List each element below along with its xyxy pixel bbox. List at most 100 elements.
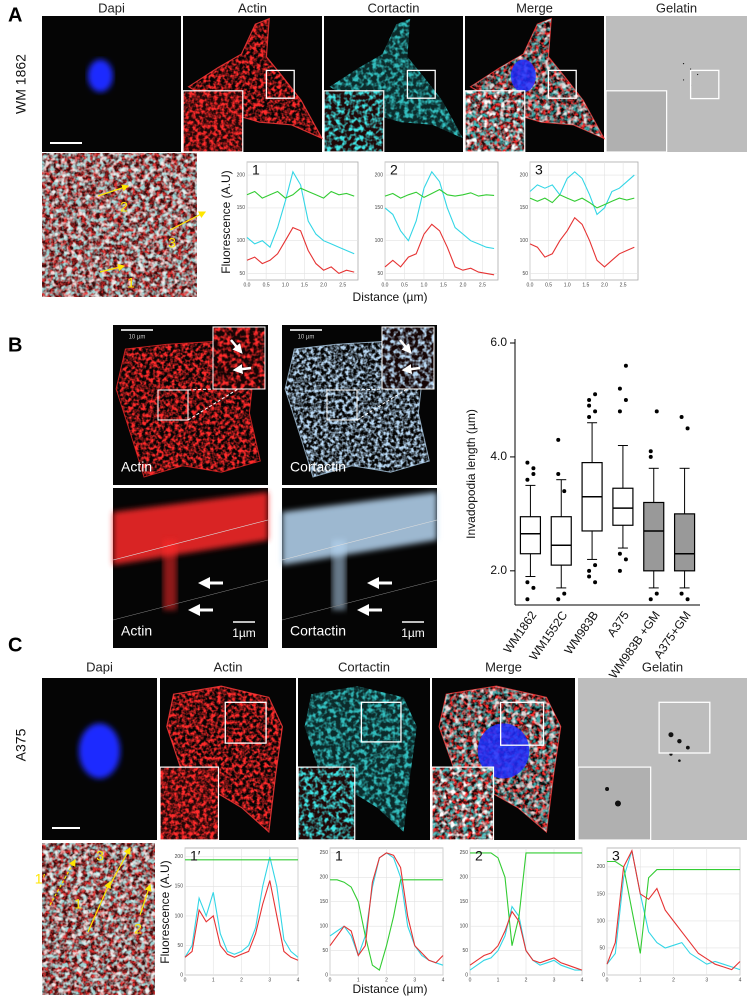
profile-line [384, 170, 495, 250]
x-tick-label: 2.5 [620, 282, 627, 288]
y-tick-label: 100 [375, 238, 384, 244]
profile-number: 1 [74, 896, 82, 912]
outlier [623, 557, 628, 562]
zoom-box [265, 69, 295, 99]
box [612, 487, 634, 526]
profile-line [384, 188, 495, 199]
cell-line: WM 1862 [13, 54, 29, 114]
outlier [685, 597, 690, 602]
y-tick-label: 200 [237, 172, 246, 178]
y-tick-label: 100 [320, 923, 329, 929]
y-tick-label: 150 [520, 205, 529, 211]
y-tick-label: 50 [239, 271, 245, 277]
inset-frame [577, 766, 652, 841]
scale-label: 10 µm [129, 335, 146, 341]
outlier [587, 415, 592, 420]
inset-texture [432, 767, 494, 840]
outlier [531, 472, 536, 476]
outlier [556, 437, 561, 442]
outlier [525, 477, 530, 482]
x-tick-label: 1 [639, 977, 642, 983]
y-tick-label: 200 [375, 172, 384, 178]
box [673, 513, 696, 572]
x-axis-title: Distance (µm) [353, 982, 428, 996]
profile-line [384, 223, 495, 276]
outlier [587, 403, 592, 408]
degradation-spot [690, 68, 692, 70]
y-tick-label: 100 [460, 923, 469, 929]
x-tick-label: 1 [357, 977, 360, 983]
scale-label: 1µm [232, 626, 256, 640]
x-tick-label: 4 [297, 977, 300, 983]
outlier [556, 597, 561, 602]
degradation-spot [605, 786, 610, 791]
y-tick-label: 0 [465, 972, 468, 978]
profile-arrow [139, 883, 152, 916]
profile-number: 1 [127, 275, 135, 291]
cell-line: A375 [13, 728, 29, 761]
inset-texture [213, 327, 265, 389]
channel-title: Dapi [98, 0, 125, 15]
outlier [562, 591, 567, 596]
zoom-box [689, 69, 720, 100]
profile-line [329, 852, 444, 964]
cell [329, 18, 463, 139]
y-tick-label: 150 [460, 899, 469, 905]
profile-line [529, 171, 635, 216]
y-tick-label: 0 [602, 972, 605, 978]
y-tick-label: 250 [460, 850, 469, 856]
x-tick-label: 3 [268, 977, 271, 983]
outlier [679, 591, 684, 596]
y-tick-label: 150 [320, 899, 329, 905]
inset-frame [605, 90, 668, 153]
degradation-spot [614, 800, 621, 807]
x-tick-label: 3 [553, 977, 556, 983]
x-tick-label: 2.0 [459, 282, 466, 288]
zoom-box [326, 389, 358, 421]
x-tick-label: 2.5 [479, 282, 486, 288]
channel-title: Cortactin [367, 0, 419, 15]
arrow [232, 364, 252, 375]
y-tick-label: 4.0 [490, 449, 507, 463]
y-tick-label: 150 [237, 205, 246, 211]
outlier [593, 409, 598, 414]
channel-title: Actin [214, 659, 243, 674]
x-tick-label: 2 [240, 977, 243, 983]
x-tick-label: 1 [497, 977, 500, 983]
outlier [648, 597, 653, 602]
micrograph [42, 16, 181, 152]
y-tick-label: 200 [460, 875, 469, 881]
outlier [525, 460, 530, 465]
y-tick-label: 50 [322, 948, 328, 954]
x-tick-label: 0 [329, 977, 332, 983]
nucleus [87, 59, 113, 93]
outlier [556, 472, 561, 476]
degradation-spot [682, 79, 685, 81]
cell [166, 686, 283, 832]
profile-line [184, 856, 299, 958]
inset-guide [187, 388, 214, 391]
y-tick-label: 0 [180, 972, 183, 978]
outlier [648, 449, 653, 454]
y-tick-label: 6.0 [490, 335, 507, 349]
y-tick-label: 250 [320, 850, 329, 856]
channel-title: Gelatin [656, 0, 697, 15]
cell-glow [304, 686, 417, 832]
profile-line [606, 849, 741, 971]
inset-frame [182, 90, 244, 153]
profile-line [607, 860, 740, 954]
x-tick-label: 2.5 [339, 282, 346, 288]
channel-title: Merge [485, 659, 522, 674]
box [550, 516, 572, 566]
profile-line [330, 879, 443, 971]
x-tick-label: 2 [525, 977, 528, 983]
degradation-spot [677, 738, 682, 744]
zoom-box [360, 701, 402, 743]
scale-label: 10 µm [298, 335, 315, 341]
zoom-box [658, 701, 711, 754]
cell-glow [329, 18, 463, 139]
grid-3d [112, 579, 269, 621]
x-tick-label: 1.0 [282, 282, 289, 288]
outlier [623, 397, 628, 402]
profile-number: 3 [96, 848, 104, 864]
